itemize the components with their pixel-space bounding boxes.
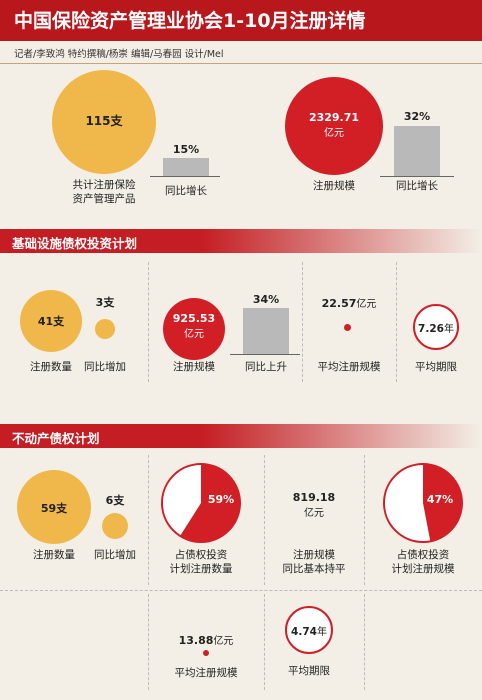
re-scale-share-value: 47% xyxy=(426,493,454,506)
infra-avg-term-ring xyxy=(413,304,459,350)
products-value: 115支 xyxy=(85,114,123,128)
re-avg-term-ring xyxy=(285,606,333,654)
infra-avg-term-label: 平均期限 xyxy=(415,361,457,373)
baseline xyxy=(380,176,454,177)
re-avg-term-value: 4.74年 xyxy=(291,626,327,638)
infra-count-growth-circle xyxy=(95,319,115,339)
scale-growth-value: 32% xyxy=(403,110,431,123)
infra-avg-scale-label: 平均注册规模 xyxy=(317,361,381,373)
re-scale-share-label: 占债权投资 计划注册规模 xyxy=(391,549,455,575)
section-title: 基础设施债权投资计划 xyxy=(12,236,138,251)
page-title: 中国保险资产管理业协会1-10月注册详情 xyxy=(14,10,366,32)
infra-count-growth-value: 3支 xyxy=(95,296,115,309)
infra-avg-scale-dot xyxy=(344,324,351,331)
infra-scale-growth-value: 34% xyxy=(252,293,280,306)
divider xyxy=(364,455,365,585)
pie-slice xyxy=(423,464,463,542)
re-count-share-pie xyxy=(161,463,241,543)
re-count-growth-circle xyxy=(102,513,128,539)
scale-growth-label: 同比增长 xyxy=(396,180,438,192)
infra-scale-circle xyxy=(163,298,225,360)
infra-scale-growth-bar xyxy=(243,308,289,354)
re-avg-scale-value: 13.88亿元 xyxy=(178,634,234,647)
re-count-label: 注册数量 xyxy=(33,549,75,561)
divider xyxy=(302,262,303,382)
infra-count-growth-label: 同比增加 xyxy=(84,361,126,373)
divider xyxy=(396,262,397,382)
scale-value: 2329.71 亿元 xyxy=(308,111,360,139)
products-growth-value: 15% xyxy=(172,143,200,156)
scale-circle xyxy=(285,77,383,175)
pie-slice xyxy=(180,464,240,542)
divider xyxy=(0,590,482,591)
re-avg-term-label: 平均期限 xyxy=(288,665,330,677)
re-avg-scale-label: 平均注册规模 xyxy=(174,667,238,679)
re-count-share-value: 59% xyxy=(207,493,235,506)
baseline xyxy=(230,354,300,355)
divider xyxy=(264,455,265,585)
re-scale-label: 注册规模 同比基本持平 xyxy=(282,549,346,575)
re-count-value: 59支 xyxy=(40,502,68,515)
products-circle xyxy=(52,70,156,174)
scale-label: 注册规模 xyxy=(313,180,355,192)
re-count-share-label: 占债权投资 计划注册数量 xyxy=(169,549,233,575)
re-count-circle xyxy=(17,470,91,544)
divider xyxy=(148,455,149,585)
infra-avg-scale-value: 22.57亿元 xyxy=(321,297,377,310)
divider xyxy=(148,262,149,382)
header-bar: 中国保险资产管理业协会1-10月注册详情 xyxy=(0,0,482,41)
section-header-infra: 基础设施债权投资计划 xyxy=(0,229,482,253)
infra-count-value: 41支 xyxy=(37,315,65,328)
infra-scale-label: 注册规模 xyxy=(173,361,215,373)
re-avg-scale-dot xyxy=(203,650,209,656)
infra-scale-value: 925.53 亿元 xyxy=(172,312,216,340)
re-count-growth-label: 同比增加 xyxy=(94,549,136,561)
products-growth-bar xyxy=(163,158,209,176)
re-scale-share-pie xyxy=(383,463,463,543)
section-title: 不动产债权计划 xyxy=(12,431,100,446)
divider xyxy=(364,594,365,690)
divider xyxy=(148,594,149,690)
products-label: 共计注册保险 资产管理产品 xyxy=(72,179,136,205)
divider xyxy=(264,594,265,690)
infra-avg-term-value: 7.26年 xyxy=(418,323,454,335)
scale-growth-bar xyxy=(394,126,440,176)
re-count-growth-value: 6支 xyxy=(105,494,125,507)
divider xyxy=(0,63,482,64)
infra-count-label: 注册数量 xyxy=(30,361,72,373)
products-growth-label: 同比增长 xyxy=(165,185,207,197)
credits-line: 记者/李致鸿 特约撰稿/杨崇 编辑/马春园 设计/Mel xyxy=(14,49,224,60)
re-scale-value: 819.18 亿元 xyxy=(292,491,336,519)
baseline xyxy=(150,176,220,177)
infra-scale-growth-label: 同比上升 xyxy=(245,361,287,373)
section-header-realestate: 不动产债权计划 xyxy=(0,424,482,448)
infra-count-circle xyxy=(20,290,82,352)
